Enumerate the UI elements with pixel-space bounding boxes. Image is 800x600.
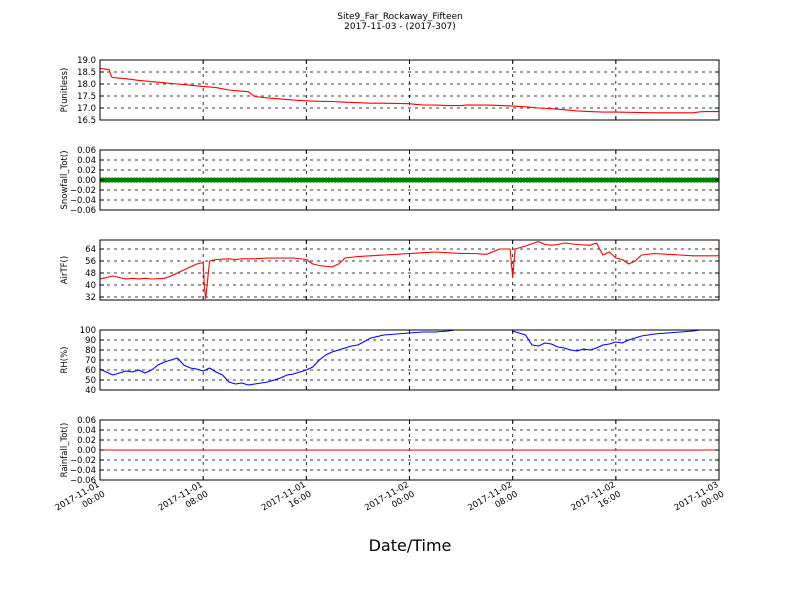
- y-tick-label: 40: [85, 386, 96, 396]
- y-tick-label: 32: [85, 293, 96, 303]
- y-axis-label: AirTF(): [60, 256, 70, 284]
- x-tick-label: 2017-11-0116:00: [260, 480, 313, 523]
- chart-title: Site9_Far_Rockaway_Fifteen: [337, 12, 463, 22]
- panel-4: 0.060.040.020.00−0.02−0.04−0.06Rainfall_…: [60, 416, 720, 486]
- panels: 19.018.518.017.517.016.5P(unitless)0.060…: [60, 56, 720, 486]
- y-tick-label: 0.00: [77, 446, 96, 456]
- x-tick-label: 2017-11-0208:00: [466, 480, 519, 523]
- x-tick-label: 2017-11-0108:00: [157, 480, 210, 523]
- y-tick-label: 0.06: [77, 416, 96, 426]
- y-tick-label: 40: [85, 281, 96, 291]
- y-tick-label: 0.00: [77, 176, 96, 186]
- y-tick-label: 0.04: [77, 426, 96, 436]
- y-axis-label: Snowfall_Tot(): [60, 150, 70, 209]
- x-tick-labels: 2017-11-0100:00 2017-11-0108:00 2017-11-01…: [54, 480, 726, 523]
- series-group: [100, 67, 719, 114]
- y-tick-label: 60: [85, 366, 96, 376]
- y-tick-label: −0.06: [70, 206, 96, 216]
- y-tick-label: 100: [80, 326, 96, 336]
- chart-subtitle: 2017-11-03 - (2017-307): [344, 22, 456, 32]
- x-tick-label: 2017-11-0200:00: [363, 480, 416, 523]
- x-tick-label: 2017-11-0216:00: [570, 480, 623, 523]
- y-tick-label: 80: [85, 346, 96, 356]
- series-group: [100, 330, 700, 386]
- series-line: [100, 330, 455, 386]
- y-tick-label: −0.02: [70, 186, 96, 196]
- y-tick-label: 17.0: [77, 104, 96, 114]
- series-line: [100, 240, 719, 300]
- y-tick-label: 0.04: [77, 156, 96, 166]
- y-tick-label: 56: [85, 257, 96, 267]
- series-group: [100, 240, 719, 300]
- y-tick-label: 64: [85, 245, 96, 255]
- y-tick-label: 18.5: [77, 68, 96, 78]
- y-tick-label: 16.5: [77, 116, 96, 126]
- y-tick-label: 0.02: [77, 166, 96, 176]
- y-axis-label: Rainfall_Tot(): [60, 423, 70, 478]
- y-tick-label: −0.06: [70, 476, 96, 486]
- y-tick-label: 19.0: [77, 56, 96, 66]
- y-tick-label: 17.5: [77, 92, 96, 102]
- x-tick-label: 2017-11-0100:00: [54, 480, 107, 523]
- series-line: [512, 330, 700, 352]
- y-tick-label: −0.04: [70, 466, 96, 476]
- panel-2: 64 56 48 40 32 AirTF(): [60, 239, 720, 303]
- x-axis-label: Date/Time: [369, 536, 452, 555]
- y-tick-label: 0.06: [77, 146, 96, 156]
- y-tick-label: 48: [85, 269, 96, 279]
- y-tick-label: 0.02: [77, 436, 96, 446]
- y-tick-label: −0.04: [70, 196, 96, 206]
- y-axis-label: P(unitless): [60, 68, 70, 113]
- y-tick-label: 50: [85, 376, 96, 386]
- x-tick-label: 2017-11-0300:00: [673, 480, 726, 523]
- panel-0: 19.0 18.5 18.0 17.5 17.0 16.5 P(unitless): [60, 56, 720, 126]
- y-tick-label: 18.0: [77, 80, 96, 90]
- series-group: [100, 177, 719, 183]
- y-axis-label: RH(%): [60, 346, 70, 373]
- panel-1: 0.060.040.020.00−0.02−0.04−0.06Snowfall_…: [60, 146, 720, 216]
- y-tick-label: 90: [85, 336, 96, 346]
- y-tick-label: 70: [85, 356, 96, 366]
- series-line: [100, 67, 719, 114]
- y-tick-label: −0.02: [70, 456, 96, 466]
